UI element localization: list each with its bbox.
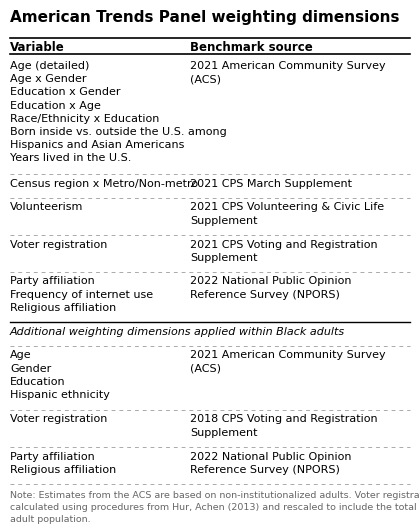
Text: Voter registration: Voter registration <box>10 414 108 425</box>
Text: 2021 CPS Voting and Registration
Supplement: 2021 CPS Voting and Registration Supplem… <box>190 239 378 263</box>
Text: 2022 National Public Opinion
Reference Survey (NPORS): 2022 National Public Opinion Reference S… <box>190 277 352 300</box>
Text: Volunteerism: Volunteerism <box>10 203 84 212</box>
Text: 2021 CPS March Supplement: 2021 CPS March Supplement <box>190 179 352 189</box>
Text: American Trends Panel weighting dimensions: American Trends Panel weighting dimensio… <box>10 10 399 25</box>
Text: Note: Estimates from the ACS are based on non-institutionalized adults. Voter re: Note: Estimates from the ACS are based o… <box>10 491 420 524</box>
Text: Party affiliation
Frequency of internet use
Religious affiliation: Party affiliation Frequency of internet … <box>10 277 153 313</box>
Text: 2022 National Public Opinion
Reference Survey (NPORS): 2022 National Public Opinion Reference S… <box>190 452 352 475</box>
Text: 2021 American Community Survey
(ACS): 2021 American Community Survey (ACS) <box>190 61 386 84</box>
Text: Benchmark source: Benchmark source <box>190 41 313 54</box>
Text: Age
Gender
Education
Hispanic ethnicity: Age Gender Education Hispanic ethnicity <box>10 351 110 400</box>
Text: 2018 CPS Voting and Registration
Supplement: 2018 CPS Voting and Registration Supplem… <box>190 414 378 438</box>
Text: Additional weighting dimensions applied within Black adults: Additional weighting dimensions applied … <box>10 327 345 337</box>
Text: 2021 CPS Volunteering & Civic Life
Supplement: 2021 CPS Volunteering & Civic Life Suppl… <box>190 203 384 226</box>
Text: Voter registration: Voter registration <box>10 239 108 250</box>
Text: Party affiliation
Religious affiliation: Party affiliation Religious affiliation <box>10 452 116 475</box>
Text: Age (detailed)
Age x Gender
Education x Gender
Education x Age
Race/Ethnicity x : Age (detailed) Age x Gender Education x … <box>10 61 227 163</box>
Text: Census region x Metro/Non-metro: Census region x Metro/Non-metro <box>10 179 198 189</box>
Text: Variable: Variable <box>10 41 65 54</box>
Text: 2021 American Community Survey
(ACS): 2021 American Community Survey (ACS) <box>190 351 386 373</box>
